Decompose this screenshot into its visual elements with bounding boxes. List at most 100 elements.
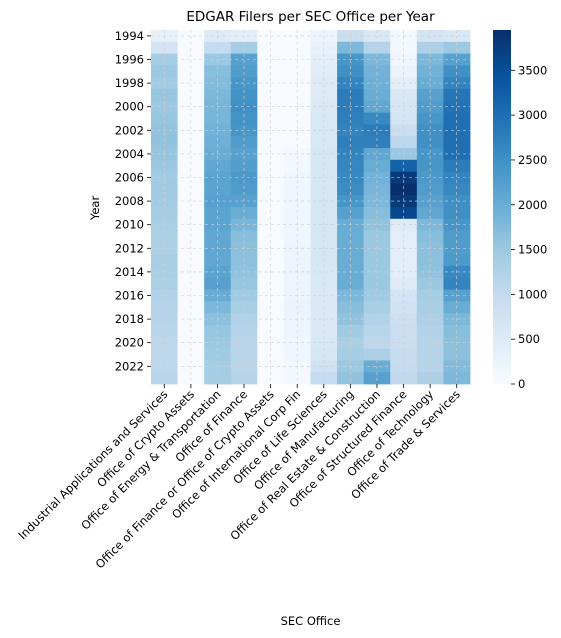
heatmap-cell: [257, 77, 285, 90]
y-tick-label: 1994: [115, 29, 144, 43]
heatmap-cell: [416, 89, 444, 102]
heatmap-cell: [283, 89, 311, 102]
x-axis: Industrial Applications and ServicesOffi…: [15, 384, 463, 571]
heatmap-cell: [363, 124, 391, 137]
colorbar-tick-label: 500: [518, 332, 540, 346]
heatmap-cell: [177, 89, 205, 102]
heatmap-cell: [416, 183, 444, 196]
heatmap-cell: [390, 89, 418, 102]
heatmap-cell: [443, 207, 471, 220]
heatmap-cell: [363, 207, 391, 220]
heatmap-cell: [230, 77, 258, 90]
heatmap-cell: [443, 195, 471, 208]
heatmap-cell: [230, 100, 258, 113]
heatmap-cell: [310, 171, 338, 184]
heatmap-cell: [337, 159, 365, 172]
y-tick-label: 2000: [115, 100, 144, 114]
colorbar: 0 500 1000 1500 2000 2500 3000 3500: [493, 30, 547, 391]
heatmap-cell: [443, 171, 471, 184]
heatmap-cell: [151, 65, 178, 78]
heatmap-cell: [257, 124, 285, 137]
heatmap-cell: [177, 136, 205, 149]
heatmap-cell: [257, 148, 285, 161]
heatmap-cell: [310, 89, 338, 102]
heatmap-cell: [310, 207, 338, 220]
heatmap-cell: [283, 41, 311, 54]
colorbar-tick-label: 1000: [518, 287, 547, 301]
heatmap-cell: [363, 65, 391, 78]
heatmap-cell: [310, 100, 338, 113]
heatmap-cell: [177, 112, 205, 125]
heatmap-cell: [283, 207, 311, 220]
heatmap-cell: [363, 159, 391, 172]
heatmap-cell: [177, 171, 205, 184]
heatmap-cell: [257, 136, 285, 149]
colorbar-tick-label: 3000: [518, 108, 547, 122]
heatmap-cell: [230, 53, 258, 66]
heatmap-cell: [337, 41, 365, 54]
heatmap-cell: [310, 112, 338, 125]
x-axis-label: SEC Office: [281, 614, 341, 628]
heatmap-cell: [230, 207, 258, 220]
heatmap-cell: [257, 89, 285, 102]
heatmap-cell: [177, 159, 205, 172]
heatmap-cell: [363, 53, 391, 66]
heatmap-cell: [230, 148, 258, 161]
heatmap-cell: [257, 112, 285, 125]
y-tick-label: 2020: [115, 336, 144, 350]
heatmap-cell: [443, 65, 471, 78]
heatmap-cell: [177, 77, 205, 90]
colorbar-tick-label: 2500: [518, 153, 547, 167]
heatmap-cell: [310, 159, 338, 172]
heatmap-cell: [443, 159, 471, 172]
heatmap-cell: [443, 124, 471, 137]
heatmap-cell: [283, 65, 311, 78]
heatmap-cell: [363, 195, 391, 208]
heatmap-cell: [151, 183, 178, 196]
heatmap-cell: [390, 159, 418, 172]
heatmap-cell: [443, 100, 471, 113]
heatmap-cell: [337, 183, 365, 196]
heatmap-cell: [310, 183, 338, 196]
heatmap-cell: [310, 148, 338, 161]
heatmap-cell: [257, 65, 285, 78]
heatmap-cell: [257, 195, 285, 208]
heatmap-cell: [151, 159, 178, 172]
heatmap-cell: [204, 65, 232, 78]
heatmap-cell: [337, 207, 365, 220]
heatmap-cell: [151, 89, 178, 102]
y-tick-label: 2012: [115, 241, 144, 255]
heatmap-cell: [177, 100, 205, 113]
y-axis-label: Year: [88, 196, 102, 222]
heatmap-cell: [230, 159, 258, 172]
heatmap-cell: [230, 171, 258, 184]
heatmap-cell: [416, 77, 444, 90]
heatmap-cell: [363, 171, 391, 184]
heatmap-cell: [283, 183, 311, 196]
heatmap-cell: [363, 148, 391, 161]
heatmap-cell: [230, 112, 258, 125]
heatmap-cell: [204, 183, 232, 196]
heatmap-cell: [416, 195, 444, 208]
heatmap-cell: [257, 183, 285, 196]
heatmap-cell: [310, 41, 338, 54]
heatmap-cell: [257, 100, 285, 113]
y-tick-label: 1998: [115, 76, 144, 90]
heatmap-cell: [204, 89, 232, 102]
heatmap-cell: [177, 183, 205, 196]
heatmap-cell: [416, 136, 444, 149]
heatmap-cell: [416, 207, 444, 220]
heatmap-cell: [151, 112, 178, 125]
heatmap-cell: [416, 124, 444, 137]
heatmap-cell: [416, 148, 444, 161]
heatmap-cell: [416, 53, 444, 66]
heatmap-cell: [390, 112, 418, 125]
heatmap-cell: [443, 148, 471, 161]
heatmap-cell: [204, 207, 232, 220]
heatmap-cell: [443, 112, 471, 125]
heatmap-cell: [416, 100, 444, 113]
heatmap-cell: [416, 65, 444, 78]
colorbar-tick-label: 2000: [518, 198, 547, 212]
heatmap-cell: [390, 65, 418, 78]
heatmap-cell: [310, 53, 338, 66]
